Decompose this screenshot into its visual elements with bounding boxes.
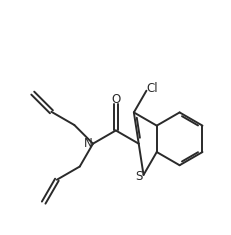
Text: Cl: Cl [146, 82, 158, 95]
Text: O: O [111, 93, 120, 106]
Text: N: N [84, 137, 92, 150]
Text: S: S [135, 169, 142, 183]
